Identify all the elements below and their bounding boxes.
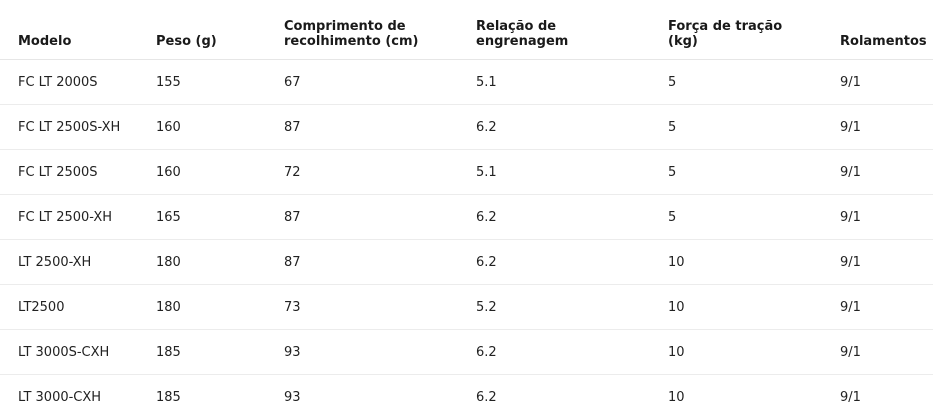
column-label: Rolamentos <box>840 34 933 49</box>
table-cell: 9/1 <box>840 150 933 195</box>
table-cell: 5 <box>668 150 840 195</box>
table-cell: 155 <box>156 60 284 105</box>
table-cell: 9/1 <box>840 330 933 375</box>
table-cell: 185 <box>156 330 284 375</box>
column-header: Comprimento de recolhimento (cm) <box>284 0 476 60</box>
table-cell: 93 <box>284 330 476 375</box>
table-cell: 93 <box>284 375 476 419</box>
table-cell: LT 2500-XH <box>0 240 156 285</box>
table-cell: LT2500 <box>0 285 156 330</box>
table-cell: 5.1 <box>476 150 668 195</box>
table-cell: 5 <box>668 60 840 105</box>
table-cell: 10 <box>668 375 840 419</box>
table-cell: 6.2 <box>476 195 668 240</box>
column-header: Rolamentos <box>840 0 933 60</box>
table-cell: 6.2 <box>476 240 668 285</box>
table-cell: 72 <box>284 150 476 195</box>
table-cell: 10 <box>668 285 840 330</box>
table-cell: 180 <box>156 240 284 285</box>
table-cell: 9/1 <box>840 285 933 330</box>
table-cell: 9/1 <box>840 60 933 105</box>
table-cell: 165 <box>156 195 284 240</box>
table-cell: 5 <box>668 105 840 150</box>
table-cell: 87 <box>284 195 476 240</box>
table-cell: FC LT 2000S <box>0 60 156 105</box>
table-cell: 87 <box>284 240 476 285</box>
table-cell: 6.2 <box>476 375 668 419</box>
table-cell: 67 <box>284 60 476 105</box>
column-header: Modelo <box>0 0 156 60</box>
column-label: Modelo <box>18 34 156 49</box>
table-cell: 9/1 <box>840 240 933 285</box>
table-cell: LT 3000-CXH <box>0 375 156 419</box>
table-cell: 9/1 <box>840 105 933 150</box>
column-header: Força de tração (kg) <box>668 0 840 60</box>
column-header: Peso (g) <box>156 0 284 60</box>
table-cell: 5 <box>668 195 840 240</box>
column-label: Comprimento de recolhimento (cm) <box>284 19 424 49</box>
column-label: Peso (g) <box>156 34 284 49</box>
table-cell: 10 <box>668 330 840 375</box>
table-cell: 6.2 <box>476 105 668 150</box>
table-cell: FC LT 2500S-XH <box>0 105 156 150</box>
table-cell: 10 <box>668 240 840 285</box>
table-cell: 185 <box>156 375 284 419</box>
table-cell: LT 3000S-CXH <box>0 330 156 375</box>
table-cell: FC LT 2500S <box>0 150 156 195</box>
column-header: Relação de engrenagem <box>476 0 668 60</box>
table-cell: 6.2 <box>476 330 668 375</box>
table-cell: 9/1 <box>840 195 933 240</box>
table-cell: 73 <box>284 285 476 330</box>
table-cell: 180 <box>156 285 284 330</box>
table-cell: 160 <box>156 150 284 195</box>
column-label: Relação de engrenagem <box>476 19 576 49</box>
table-cell: 87 <box>284 105 476 150</box>
table-cell: 160 <box>156 105 284 150</box>
table-cell: FC LT 2500-XH <box>0 195 156 240</box>
table-cell: 9/1 <box>840 375 933 419</box>
column-label: Força de tração (kg) <box>668 19 808 49</box>
table-cell: 5.2 <box>476 285 668 330</box>
table-cell: 5.1 <box>476 60 668 105</box>
